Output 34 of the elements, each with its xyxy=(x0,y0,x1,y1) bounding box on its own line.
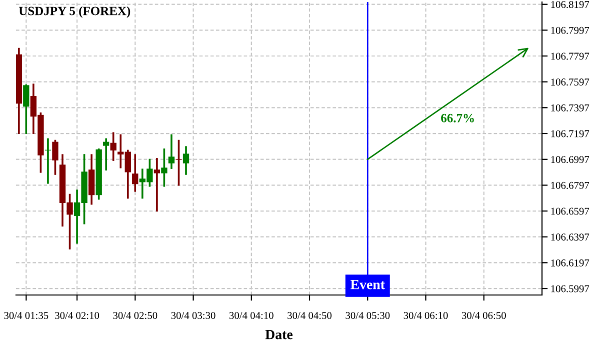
candlestick xyxy=(52,140,58,175)
x-tick-label: 30/4 06:10 xyxy=(404,312,448,320)
ref-line-label: Event xyxy=(350,280,385,290)
x-tick-label: 30/4 03:30 xyxy=(171,312,216,320)
y-tick-label: 106.6597 xyxy=(551,208,590,215)
y-tick-label: 106.6197 xyxy=(551,259,590,266)
candlestick xyxy=(23,84,30,134)
y-tick-label: 106.7597 xyxy=(551,78,590,86)
y-tick-label: 106.7997 xyxy=(551,26,590,34)
x-tick-label: 30/4 05:30 xyxy=(346,312,390,320)
candlestick xyxy=(110,132,116,161)
candlestick xyxy=(161,148,168,187)
candlestick xyxy=(182,146,190,175)
y-tick-label: 106.5997 xyxy=(551,285,590,292)
y-tick-label: 106.6997 xyxy=(551,156,590,164)
y-tick-label: 106.7197 xyxy=(551,130,590,138)
candlestick xyxy=(154,158,160,212)
y-tick-label: 106.6397 xyxy=(551,234,590,241)
x-tick-label: 30/4 02:10 xyxy=(55,312,100,320)
x-axis-title: Date xyxy=(265,330,293,340)
x-tick-label: 30/4 01:35 xyxy=(4,312,48,320)
y-tick-label: 106.7397 xyxy=(551,104,590,112)
x-tick-label: 30/4 04:50 xyxy=(288,312,332,320)
candlestick xyxy=(168,134,175,169)
y-tick-label: 106.6797 xyxy=(551,182,590,189)
annotation: 66.7% xyxy=(441,114,474,122)
x-tick-label: 30/4 06:50 xyxy=(462,312,506,320)
y-tick-label: 106.7797 xyxy=(551,52,590,60)
y-tick-label: 106.8197 xyxy=(551,1,590,8)
candlestick xyxy=(132,154,138,192)
x-tick-label: 30/4 02:50 xyxy=(113,312,158,320)
candlestick xyxy=(103,138,110,170)
x-tick-label: 30/4 04:10 xyxy=(229,312,274,320)
chart-title: USDJPY 5 (FOREX) xyxy=(18,6,130,18)
